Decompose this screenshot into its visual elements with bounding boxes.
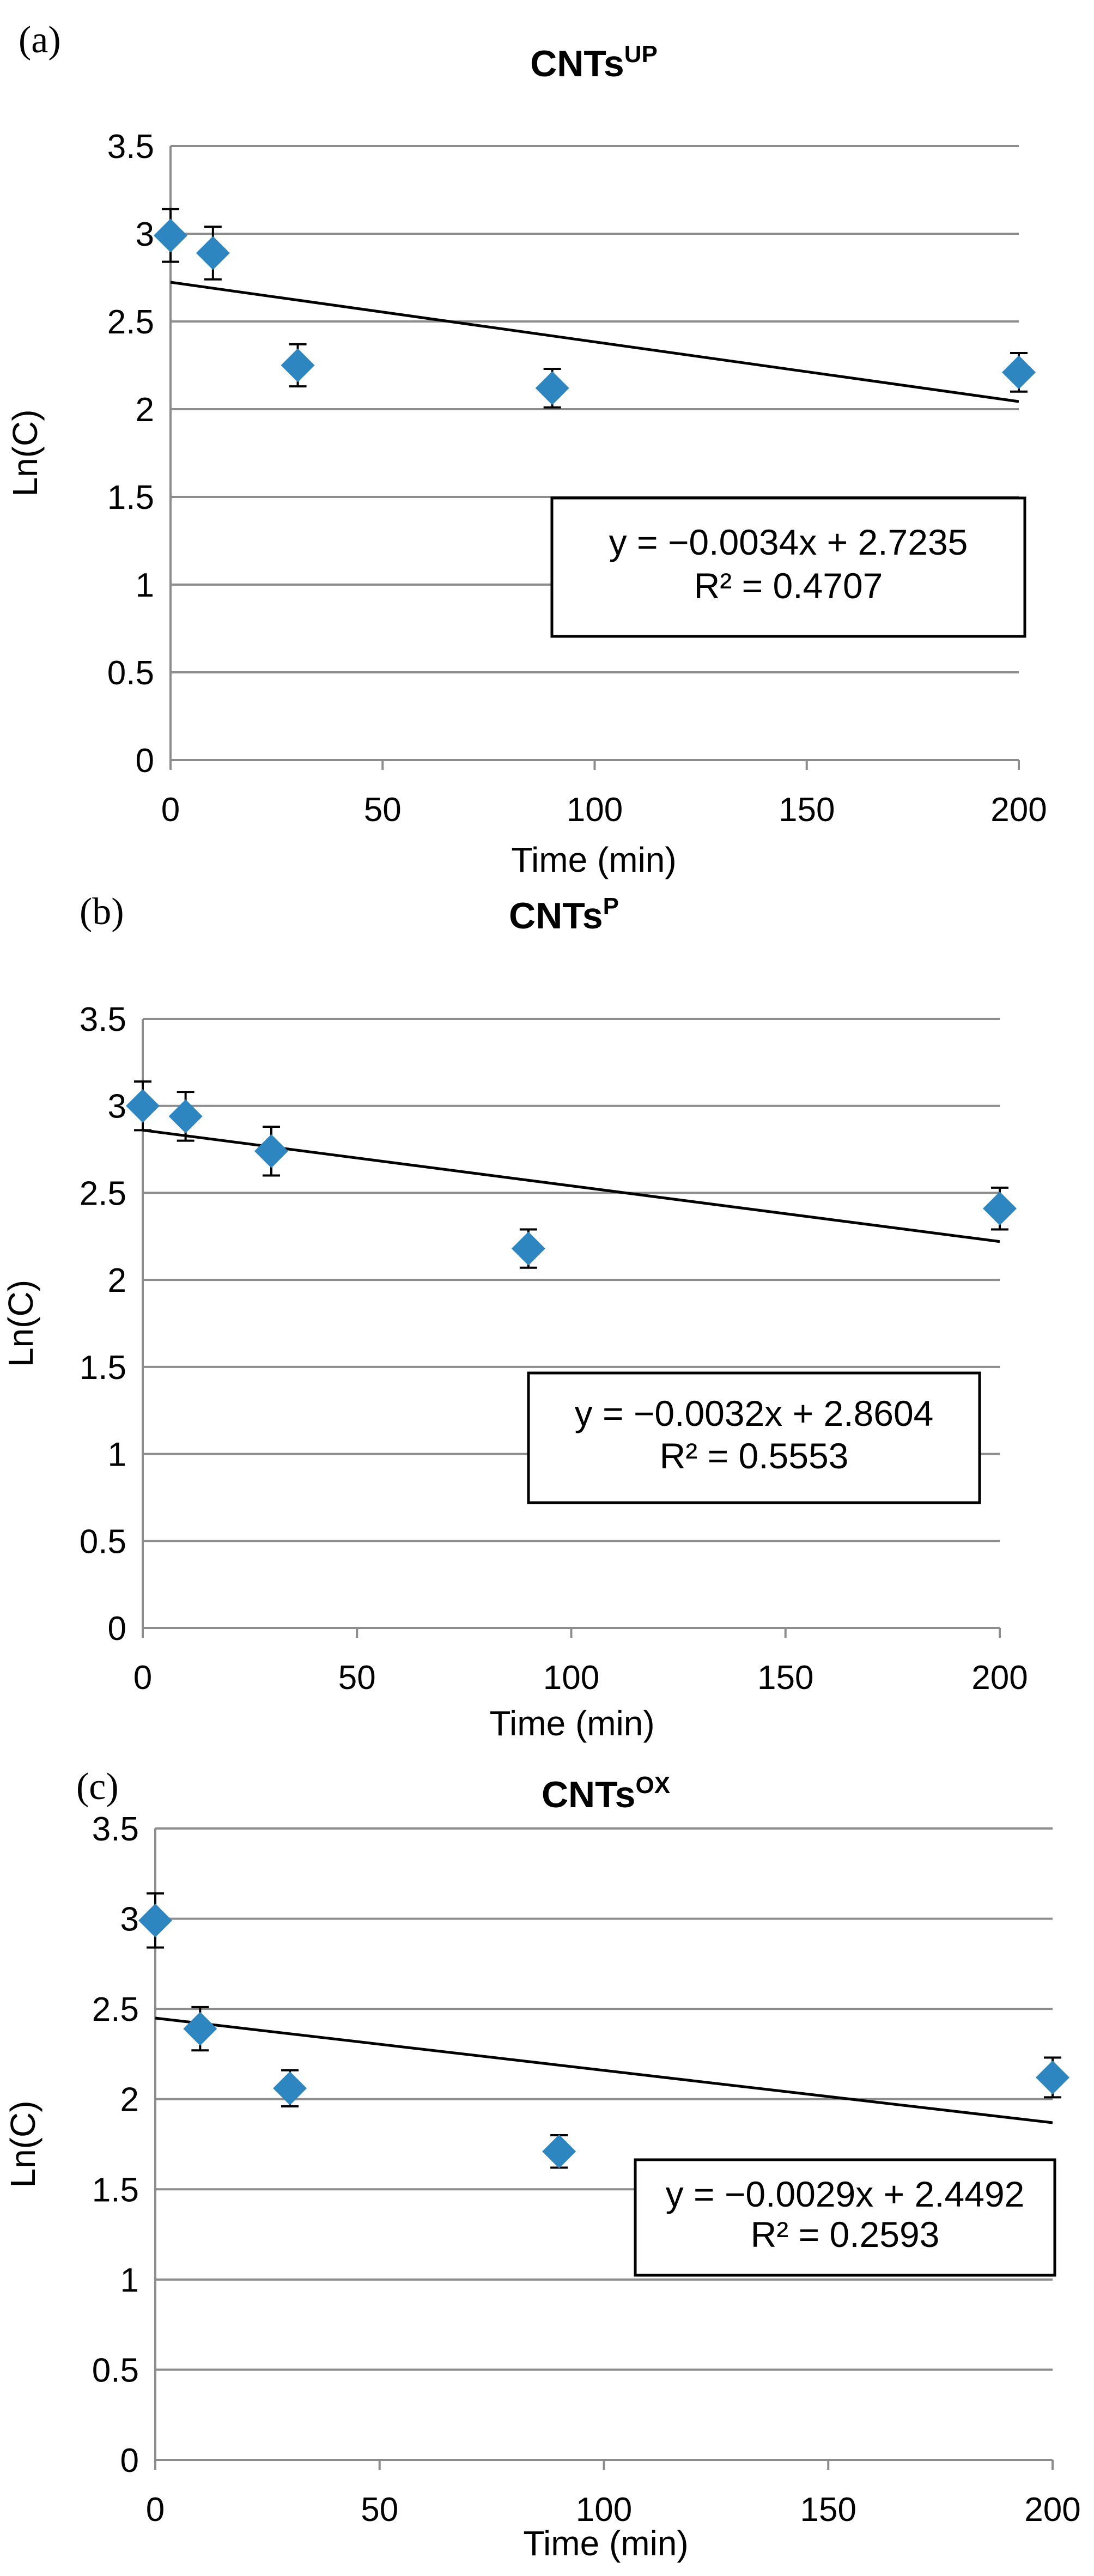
chart-panel-3: 0 0.5 1 1.5 2 2.5 3 3.5 0 50 100 150 200 y = −0.0029x…: [3, 1766, 1081, 2563]
data-point: [168, 1099, 203, 1133]
y-tick-label: 3: [108, 1088, 126, 1126]
data-point: [511, 1231, 545, 1266]
chart-panel-1: 0 0.5 1 1.5 2 2.5 3 3.5 0 50 100 150 200 y = −0.0034x…: [5, 19, 1047, 879]
data-point: [154, 218, 187, 253]
x-tick-label: 50: [364, 791, 402, 829]
data-point: [126, 1089, 160, 1123]
y-tick-label: 3.5: [80, 1001, 126, 1038]
chart-panel-2: 0 0.5 1 1.5 2 2.5 3 3.5 0 50 100 150 200 y = −0.0032x…: [1, 891, 1028, 1743]
fit-equation: y = −0.0032x + 2.8604: [575, 1393, 934, 1433]
x-axis-label: Time (min): [511, 840, 676, 879]
x-tick-label: 100: [576, 2491, 632, 2529]
data-point: [183, 2012, 217, 2046]
trendline: [155, 2016, 1053, 2124]
y-tick-label: 1.5: [107, 479, 154, 517]
chart-title-superscript: UP: [624, 41, 658, 68]
y-tick-label: 0.5: [107, 654, 154, 692]
data-point: [196, 236, 230, 270]
x-axis-label: Time (min): [523, 2524, 688, 2563]
panel-label: (c): [76, 1766, 119, 1808]
data-point: [542, 2134, 576, 2168]
y-tick-label: 1: [108, 1436, 126, 1474]
x-tick-label: 100: [567, 791, 623, 829]
y-tick-label: 1: [120, 2262, 139, 2299]
y-tick-label: 0: [120, 2442, 139, 2480]
x-tick-label: 150: [800, 2491, 856, 2529]
chart-title-main: CNTs: [530, 43, 624, 84]
y-tick-label: 0: [136, 742, 154, 780]
data-point: [281, 348, 315, 382]
y-axis-label: Ln(C): [3, 2100, 42, 2188]
data-point: [983, 1192, 1017, 1226]
x-tick-label: 200: [1024, 2491, 1080, 2529]
r-squared: R² = 0.5553: [660, 1436, 849, 1476]
y-tick-label: 0.5: [92, 2352, 139, 2389]
fit-equation: y = −0.0029x + 2.4492: [666, 2174, 1025, 2214]
x-tick-label: 150: [779, 791, 835, 829]
y-tick-label: 2.5: [107, 303, 154, 341]
equation-box: [550, 496, 1026, 638]
y-tick-label: 2: [120, 2081, 139, 2119]
x-axis-label: Time (min): [489, 1704, 654, 1743]
x-tick-label: 200: [971, 1659, 1028, 1697]
chart-title: CNTsOX: [542, 1772, 670, 1815]
x-tick-label: 100: [543, 1659, 599, 1697]
fit-equation: y = −0.0034x + 2.7235: [609, 522, 968, 562]
data-point: [535, 371, 569, 405]
panel-label: (a): [19, 19, 61, 61]
x-tick-label: 150: [757, 1659, 813, 1697]
y-axis-label: Ln(C): [1, 1280, 40, 1367]
chart-title-superscript: OX: [635, 1772, 670, 1799]
x-tick-label: 0: [161, 791, 180, 829]
x-tick-label: 0: [146, 2491, 165, 2529]
y-tick-label: 2.5: [92, 1991, 139, 2028]
x-tick-label: 200: [990, 791, 1047, 829]
y-tick-label: 3.5: [107, 128, 154, 166]
y-tick-label: 3: [136, 216, 154, 253]
x-tick-label: 0: [133, 1659, 152, 1697]
y-tick-label: 0: [108, 1610, 126, 1648]
equation-box: [634, 2158, 1056, 2277]
x-tick-label: 50: [361, 2491, 398, 2529]
chart-title: CNTsUP: [530, 41, 658, 84]
data-point: [1036, 2060, 1069, 2094]
data-point: [138, 1903, 172, 1937]
chart-title-superscript: P: [603, 893, 619, 920]
y-tick-label: 2: [136, 391, 154, 429]
data-point: [273, 2071, 307, 2105]
y-tick-label: 1: [136, 567, 154, 604]
y-tick-label: 0.5: [80, 1523, 126, 1560]
y-tick-label: 2: [108, 1262, 126, 1299]
r-squared: R² = 0.2593: [751, 2214, 940, 2255]
y-tick-label: 3: [120, 1901, 139, 1939]
chart-title-main: CNTs: [542, 1774, 636, 1815]
equation-box: [527, 1371, 981, 1504]
y-tick-label: 1.5: [80, 1349, 126, 1387]
data-point: [1002, 355, 1036, 390]
x-tick-label: 50: [338, 1659, 376, 1697]
y-axis-label: Ln(C): [5, 409, 45, 496]
r-squared: R² = 0.4707: [694, 566, 883, 606]
data-point: [254, 1134, 288, 1168]
y-tick-label: 3.5: [92, 1811, 139, 1848]
y-tick-label: 2.5: [80, 1175, 126, 1212]
y-tick-label: 1.5: [92, 2171, 139, 2209]
chart-title-main: CNTs: [509, 895, 603, 937]
trendline: [170, 281, 1019, 403]
panel-label: (b): [80, 891, 124, 933]
chart-title: CNTsP: [509, 893, 619, 937]
